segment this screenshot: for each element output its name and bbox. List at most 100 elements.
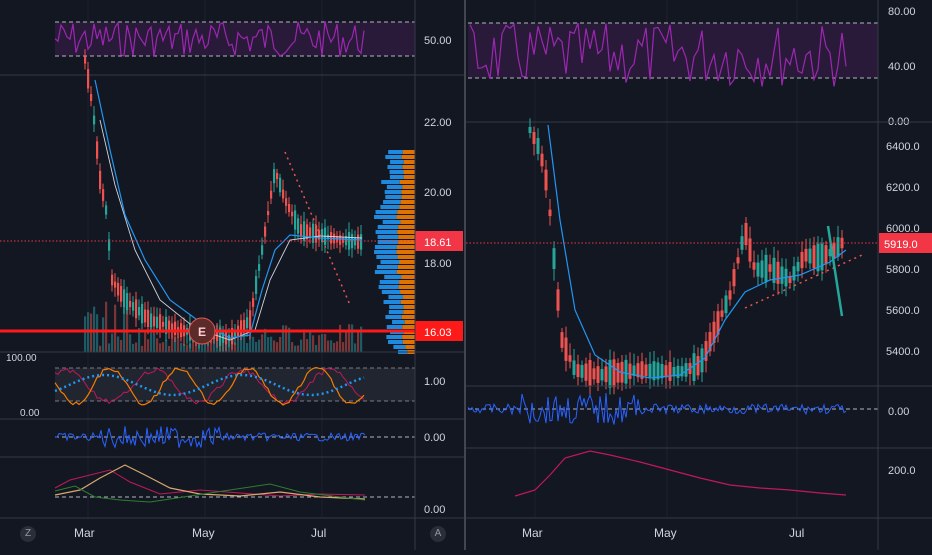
left-osc-axis-right: 1.00 xyxy=(424,376,445,388)
right-candle-body xyxy=(628,363,632,379)
right-candle-body xyxy=(580,365,584,378)
left-volume-bar xyxy=(132,343,135,352)
earnings-marker-label: E xyxy=(198,325,206,339)
left-candle-body xyxy=(132,302,135,311)
right-candle-body xyxy=(648,363,652,378)
left-volume-bar xyxy=(159,343,162,352)
right-candle-body xyxy=(744,222,748,246)
earnings-marker[interactable] xyxy=(188,317,216,345)
right-time-axis[interactable]: Mar May Jul xyxy=(522,526,804,540)
left-candle-body xyxy=(264,226,267,237)
right-candle-body xyxy=(668,362,672,381)
right-auto-scale-button[interactable]: A xyxy=(430,526,446,542)
left-support-label: 16.03 xyxy=(424,327,452,339)
left-volume-bar xyxy=(93,306,96,352)
left-vp-down xyxy=(397,265,415,269)
left-time-axis[interactable]: Mar May Jul xyxy=(74,526,326,540)
left-volume-bar xyxy=(150,326,153,352)
left-candle-body xyxy=(147,309,150,328)
left-volume-bar xyxy=(282,325,285,352)
left-volume-bar xyxy=(336,341,339,352)
left-reset-zoom-button[interactable]: Z xyxy=(20,526,36,542)
left-candle-body xyxy=(102,189,105,201)
left-candle-body xyxy=(360,234,363,250)
left-volume-bar xyxy=(354,343,357,352)
left-volume-bar xyxy=(273,340,276,352)
left-candle-body xyxy=(168,320,171,333)
right-candle-body xyxy=(728,290,732,300)
right-candle-body xyxy=(568,355,572,362)
left-vp-down xyxy=(398,225,415,229)
left-macd-pane[interactable]: 0.00 xyxy=(54,425,445,449)
left-dmi-red-line xyxy=(54,469,366,497)
left-time-label: Jul xyxy=(311,526,326,540)
left-support-badge xyxy=(415,321,463,341)
left-candle-body xyxy=(135,299,138,319)
right-macd-axis-label: 0.00 xyxy=(888,406,909,418)
right-last-price-label: 5919.0 xyxy=(884,239,918,251)
right-candle-body xyxy=(736,257,740,264)
left-candle-body xyxy=(285,198,288,206)
left-candle-body xyxy=(234,330,237,337)
right-last-price-badge xyxy=(879,233,932,253)
right-candle-body xyxy=(660,364,664,379)
right-candle-body xyxy=(528,126,532,134)
right-candle-body xyxy=(816,243,820,272)
left-chart[interactable]: 50.00 E 22.00 20.00 18.00 18.61 16.03 xyxy=(0,0,465,550)
left-rsi-pane[interactable]: 50.00 xyxy=(54,21,452,57)
left-candle-body xyxy=(90,94,93,101)
right-candle-body xyxy=(632,365,636,376)
right-candle-body xyxy=(592,368,596,380)
right-macd-pane[interactable]: 0.00 xyxy=(467,392,909,425)
left-vp-down xyxy=(402,325,415,329)
left-vp-down xyxy=(397,230,415,234)
right-candle-body xyxy=(796,262,800,272)
left-candle-body xyxy=(255,276,258,294)
right-chart[interactable]: 80.00 40.00 0.00 6400.0 6200.0 6000.0 58… xyxy=(466,0,932,550)
right-rsi-pane[interactable]: 80.00 40.00 0.00 xyxy=(468,6,916,128)
left-vp-down xyxy=(401,190,415,194)
left-vp-down xyxy=(400,220,415,224)
right-rsi-axis-label: 40.00 xyxy=(888,61,916,73)
left-vp-down xyxy=(400,300,415,304)
left-vp-up xyxy=(392,320,405,324)
left-volume-bar xyxy=(288,327,291,352)
left-volume-bar xyxy=(285,325,288,352)
right-candle-body xyxy=(612,359,616,388)
left-vp-up xyxy=(385,195,402,199)
left-vp-up xyxy=(381,290,401,294)
right-price-pane[interactable]: 6400.0 6200.0 6000.0 5800.0 5600.0 5400.… xyxy=(466,118,932,396)
left-candle-body xyxy=(321,229,324,242)
right-candle-body xyxy=(712,321,716,343)
left-price-axis-label: 20.00 xyxy=(424,187,452,199)
left-vp-up xyxy=(383,200,401,204)
left-oscillator-pane[interactable]: 100.00 0.00 1.00 xyxy=(6,353,445,419)
left-volume-bar xyxy=(312,335,315,352)
right-candle-body xyxy=(756,262,760,277)
left-macd-axis-label: 0.00 xyxy=(424,432,445,444)
left-candle-body xyxy=(96,141,99,159)
right-candle-body xyxy=(616,362,620,383)
left-vp-down xyxy=(402,340,415,344)
left-volume-bar xyxy=(165,340,168,352)
left-price-pane[interactable]: E 22.00 20.00 18.00 18.61 16.03 xyxy=(0,49,463,354)
left-candle-body xyxy=(108,239,111,251)
left-volume-bar xyxy=(267,337,270,352)
left-volume-bar xyxy=(147,339,150,352)
left-volume-bar xyxy=(174,337,177,352)
left-vp-up xyxy=(374,245,397,249)
left-vp-up xyxy=(379,280,400,284)
left-vp-down xyxy=(401,155,415,159)
right-dmi-pane[interactable]: 200.0 xyxy=(514,450,916,497)
left-osc-dotted-line xyxy=(54,373,365,397)
left-vp-up xyxy=(374,215,397,219)
right-candle-body xyxy=(836,237,840,257)
left-candle-body xyxy=(306,224,309,240)
right-rsi-axis-label: 80.00 xyxy=(888,6,916,18)
right-candle-body xyxy=(740,236,744,250)
left-dmi-pane[interactable]: 0.00 xyxy=(54,464,445,516)
left-volume-bar xyxy=(291,342,294,352)
right-candle-body xyxy=(560,332,564,348)
left-rsi-line xyxy=(54,21,365,57)
left-candle-body xyxy=(294,210,297,230)
